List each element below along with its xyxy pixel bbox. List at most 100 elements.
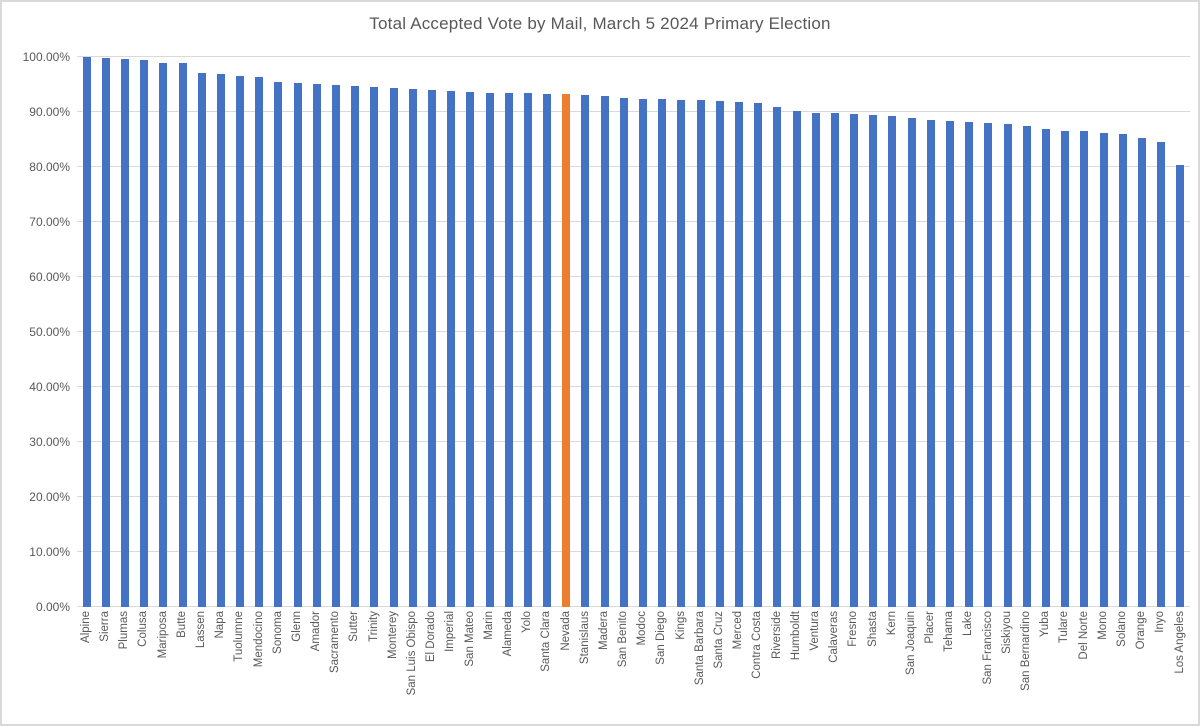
x-axis-label-placer: Placer xyxy=(924,611,937,644)
x-axis-label-ventura: Ventura xyxy=(808,611,821,651)
bar-slot xyxy=(806,57,825,607)
x-axis-label-fresno: Fresno xyxy=(847,611,860,647)
bar-slot xyxy=(269,57,288,607)
x-label-slot: Placer xyxy=(921,611,940,723)
bar-tulare xyxy=(1061,130,1070,607)
x-axis-label-san-francisco: San Francisco xyxy=(981,611,994,685)
bar-slot xyxy=(115,57,134,607)
x-label-slot: Siskiyou xyxy=(998,611,1017,723)
bar-sutter xyxy=(351,85,360,607)
bar-slot xyxy=(538,57,557,607)
gridline xyxy=(77,386,1190,387)
x-label-slot: Nevada xyxy=(557,611,576,723)
bar-sacramento xyxy=(332,85,341,607)
y-axis-tick-label: 80.00% xyxy=(29,160,70,174)
bar-solano xyxy=(1118,134,1127,607)
x-axis-label-nevada: Nevada xyxy=(559,611,572,651)
bar-mendocino xyxy=(255,77,264,607)
x-axis-label-contra-costa: Contra Costa xyxy=(751,611,764,679)
bar-butte xyxy=(178,63,187,607)
x-label-slot: Yuba xyxy=(1036,611,1055,723)
x-label-slot: Glenn xyxy=(288,611,307,723)
x-label-slot: San Luis Obispo xyxy=(403,611,422,723)
x-label-slot: Sierra xyxy=(96,611,115,723)
gridline xyxy=(77,276,1190,277)
x-axis-label-alpine: Alpine xyxy=(79,611,92,643)
bar-slot xyxy=(365,57,384,607)
bar-san-joaquin xyxy=(907,118,916,607)
x-axis-label-mono: Mono xyxy=(1096,611,1109,640)
bar-tehama xyxy=(946,120,955,607)
x-label-slot: Riverside xyxy=(768,611,787,723)
x-label-slot: Santa Clara xyxy=(538,611,557,723)
bar-slot xyxy=(921,57,940,607)
bar-modoc xyxy=(639,98,648,607)
bar-trinity xyxy=(370,87,379,607)
bar-santa-cruz xyxy=(715,101,724,607)
bar-calaveras xyxy=(830,113,839,607)
x-label-slot: Los Angeles xyxy=(1171,611,1190,723)
bar-placer xyxy=(926,119,935,607)
bar-slot xyxy=(250,57,269,607)
x-label-slot: San Joaquin xyxy=(902,611,921,723)
bar-san-luis-obispo xyxy=(408,88,417,607)
x-label-slot: Napa xyxy=(211,611,230,723)
x-label-slot: Shasta xyxy=(864,611,883,723)
bar-slot xyxy=(403,57,422,607)
bar-tuolumne xyxy=(236,76,245,607)
bar-sonoma xyxy=(274,81,283,607)
bar-slot xyxy=(845,57,864,607)
x-label-slot: Alpine xyxy=(77,611,96,723)
y-axis-tick-label: 20.00% xyxy=(29,490,70,504)
bar-merced xyxy=(734,102,743,607)
x-label-slot: San Benito xyxy=(614,611,633,723)
x-label-slot: San Bernardino xyxy=(1017,611,1036,723)
x-label-slot: Humboldt xyxy=(787,611,806,723)
bar-santa-clara xyxy=(543,93,552,607)
bar-shasta xyxy=(869,114,878,607)
bar-slot xyxy=(135,57,154,607)
x-axis-label-imperial: Imperial xyxy=(444,611,457,652)
y-axis-tick-label: 90.00% xyxy=(29,105,70,119)
bar-stanislaus xyxy=(581,94,590,607)
x-axis-label-tehama: Tehama xyxy=(943,611,956,652)
bar-siskiyou xyxy=(1003,124,1012,607)
bar-slot xyxy=(1094,57,1113,607)
x-label-slot: Lassen xyxy=(192,611,211,723)
x-label-slot: Del Norte xyxy=(1075,611,1094,723)
bar-los-angeles xyxy=(1176,164,1185,607)
bar-slot xyxy=(729,57,748,607)
bar-slot xyxy=(1056,57,1075,607)
x-axis-label-kings: Kings xyxy=(674,611,687,640)
x-label-slot: Santa Barbara xyxy=(691,611,710,723)
x-axis-label-glenn: Glenn xyxy=(290,611,303,642)
bar-slot xyxy=(231,57,250,607)
bar-slot xyxy=(77,57,96,607)
x-label-slot: Alameda xyxy=(499,611,518,723)
x-axis-label-san-joaquin: San Joaquin xyxy=(904,611,917,675)
chart-title: Total Accepted Vote by Mail, March 5 202… xyxy=(369,14,831,33)
bar-lake xyxy=(965,121,974,607)
bar-madera xyxy=(600,96,609,607)
bar-slot xyxy=(518,57,537,607)
bar-mono xyxy=(1099,132,1108,607)
bar-slot xyxy=(576,57,595,607)
plot-area xyxy=(77,56,1190,607)
bar-slot xyxy=(1075,57,1094,607)
gridline xyxy=(77,111,1190,112)
bar-san-bernardino xyxy=(1022,126,1031,607)
bar-slot xyxy=(940,57,959,607)
x-axis-label-inyo: Inyo xyxy=(1154,611,1167,633)
x-axis-label-trinity: Trinity xyxy=(367,611,380,642)
bar-slot xyxy=(614,57,633,607)
bar-slot xyxy=(346,57,365,607)
bar-slot xyxy=(691,57,710,607)
x-axis-label-san-mateo: San Mateo xyxy=(463,611,476,667)
x-axis-label-yolo: Yolo xyxy=(521,611,534,633)
x-axis-label-monterey: Monterey xyxy=(386,611,399,659)
y-axis-tick-label: 0.00% xyxy=(35,600,70,614)
x-axis: Alpine Sierra Plumas Colusa Mariposa Butte Las… xyxy=(77,611,1190,723)
bar-slot xyxy=(480,57,499,607)
x-axis-label-san-luis-obispo: San Luis Obispo xyxy=(406,611,419,696)
